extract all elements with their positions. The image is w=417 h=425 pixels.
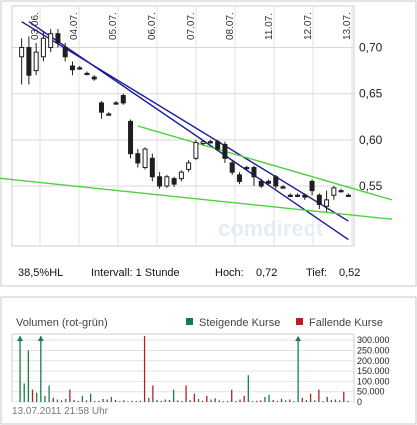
candle-down: [280, 186, 286, 189]
watermark: comdirect: [218, 216, 324, 241]
volume-y-tick: 50.000: [357, 387, 385, 397]
price-x-tick: 06.07.: [147, 12, 158, 40]
price-x-tick: 11.07.: [264, 13, 275, 40]
candle-down: [157, 176, 163, 187]
candle-down: [207, 141, 213, 144]
price-x-ticks: 03.06. 04.07. 05.07. 06.07. 07.07. 08.07. 11.0…: [30, 12, 353, 40]
price-x-tick: 07.07.: [186, 12, 197, 40]
price-y-tick: 0,70: [359, 41, 383, 55]
candle-up: [324, 199, 330, 207]
candle-down: [316, 194, 322, 205]
volume-title: Volumen (rot-grün): [16, 317, 108, 329]
high-value: 0,72: [256, 267, 277, 279]
volume-y-tick: 0: [357, 397, 362, 407]
price-x-tick: 04.07.: [69, 12, 80, 40]
trendline: [0, 177, 393, 220]
price-x-tick: 08.07.: [225, 12, 236, 40]
candle-down: [128, 120, 134, 155]
candle-up: [200, 141, 206, 145]
candle-up: [164, 176, 170, 187]
timestamp: 13.07.2011 21:58 Uhr: [12, 406, 109, 417]
candle-down: [135, 153, 141, 164]
candle-down: [99, 102, 104, 113]
candle-down: [309, 180, 315, 192]
price-y-tick: 0,60: [359, 133, 383, 147]
volume-y-tick: 150.000: [357, 366, 390, 376]
candle-down: [171, 178, 177, 185]
candle-down: [120, 95, 126, 104]
price-x-tick: 13.07.: [342, 12, 353, 40]
candle-down: [215, 141, 221, 150]
volume-y-tick: 250.000: [357, 345, 390, 355]
candle-down: [258, 180, 264, 187]
price-y-tick: 0,65: [359, 87, 383, 101]
candle-down: [26, 47, 32, 76]
high-label: Hoch:: [215, 267, 244, 279]
candle-down: [338, 190, 344, 193]
candle-up: [331, 187, 337, 196]
volume-y-tick: 100.000: [357, 376, 390, 386]
candle-up: [186, 162, 192, 170]
legend-label-down: Fallende Kurse: [309, 317, 383, 329]
candle-down: [106, 113, 112, 116]
candle-down: [62, 47, 68, 58]
candle-down: [345, 194, 351, 197]
trendline: [21, 21, 349, 222]
interval-label: Intervall: 1 Stunde: [91, 267, 180, 279]
candle-down: [84, 72, 90, 76]
trendline: [28, 21, 349, 241]
candle-down: [266, 180, 271, 184]
candle-down: [149, 157, 155, 178]
volume-overflow-marker: [37, 336, 44, 341]
candle-up: [33, 51, 39, 72]
low-value: 0,52: [339, 267, 360, 279]
candle-up: [142, 148, 148, 169]
volume-y-tick: 300.000: [357, 335, 390, 345]
candle-down: [236, 174, 242, 182]
candle-down: [287, 194, 293, 197]
candle-down: [222, 143, 228, 159]
volume-plot-area: [11, 333, 355, 403]
candle-up: [40, 37, 46, 58]
legend-swatch-down: [296, 318, 303, 325]
trendlines: [0, 21, 393, 241]
candlesticks: [19, 29, 351, 212]
price-x-tick: 05.07.: [108, 12, 119, 40]
volume-y-ticks: 300.000250.000200.000150.000100.00050.00…: [357, 335, 390, 407]
candle-down: [91, 76, 97, 80]
low-label: Tief:: [306, 267, 327, 279]
volume-overflow-marker: [17, 336, 24, 341]
price-y-ticks: 0,70 0,65 0,60 0,55: [359, 41, 383, 193]
candle-down: [295, 194, 301, 197]
candle-down: [244, 167, 250, 170]
candle-down: [69, 65, 75, 71]
candle-down: [273, 176, 279, 187]
candle-up: [48, 33, 54, 49]
candle-up: [178, 171, 184, 180]
price-x-tick: 03.06.: [30, 12, 41, 40]
candle-down: [77, 67, 83, 70]
candle-down: [251, 167, 257, 178]
candle-up: [193, 142, 199, 159]
candle-down: [229, 162, 235, 173]
volume-bars: [17, 336, 349, 402]
legend-swatch-up: [186, 318, 193, 325]
price-x-tick: 12.07.: [303, 12, 314, 40]
candle-down: [55, 33, 61, 44]
trendline: [137, 125, 393, 201]
candle-down: [302, 194, 308, 198]
candle-down: [113, 102, 119, 105]
hl-label: 38,5%HL: [18, 267, 63, 279]
volume-overflow-marker: [295, 336, 302, 341]
price-y-tick: 0,55: [359, 179, 383, 193]
volume-y-tick: 200.000: [357, 356, 390, 366]
legend-label-up: Steigende Kurse: [199, 317, 280, 329]
candle-up: [19, 47, 25, 58]
